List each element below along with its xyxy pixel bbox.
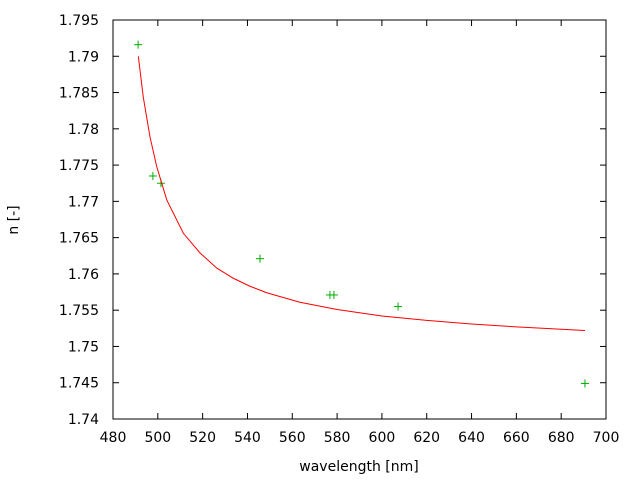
y-tick-label: 1.79: [68, 49, 99, 65]
data-point: [394, 302, 403, 311]
data-point: [580, 379, 589, 388]
fit-curve: [137, 56, 585, 331]
y-tick-label: 1.755: [59, 303, 99, 319]
y-tick-label: 1.75: [68, 339, 99, 355]
y-tick-label: 1.785: [59, 86, 99, 102]
x-tick-label: 640: [458, 430, 485, 446]
data-point: [329, 290, 338, 299]
x-tick-label: 500: [144, 430, 171, 446]
x-tick-label: 660: [503, 430, 530, 446]
x-tick-label: 600: [369, 430, 396, 446]
y-tick-label: 1.77: [68, 194, 99, 210]
y-tick-label: 1.795: [59, 13, 99, 29]
y-tick-label: 1.74: [68, 412, 99, 428]
x-tick-label: 580: [324, 430, 351, 446]
x-tick-label: 680: [548, 430, 575, 446]
x-tick-label: 700: [593, 430, 620, 446]
plot-frame: [112, 19, 607, 420]
y-tick-label: 1.745: [59, 376, 99, 392]
data-point: [148, 171, 157, 180]
x-tick-label: 540: [234, 430, 261, 446]
y-tick-label: 1.78: [68, 122, 99, 138]
y-tick-label: 1.765: [59, 231, 99, 247]
y-axis-label: n [-]: [6, 205, 22, 234]
x-tick-label: 520: [189, 430, 216, 446]
data-point: [134, 40, 143, 49]
x-tick-label: 480: [100, 430, 127, 446]
x-tick-label: 560: [279, 430, 306, 446]
x-axis-label: wavelength [nm]: [299, 459, 418, 475]
data-point: [256, 254, 265, 263]
x-tick-label: 620: [413, 430, 440, 446]
y-tick-label: 1.775: [59, 158, 99, 174]
y-tick-label: 1.76: [68, 267, 99, 283]
